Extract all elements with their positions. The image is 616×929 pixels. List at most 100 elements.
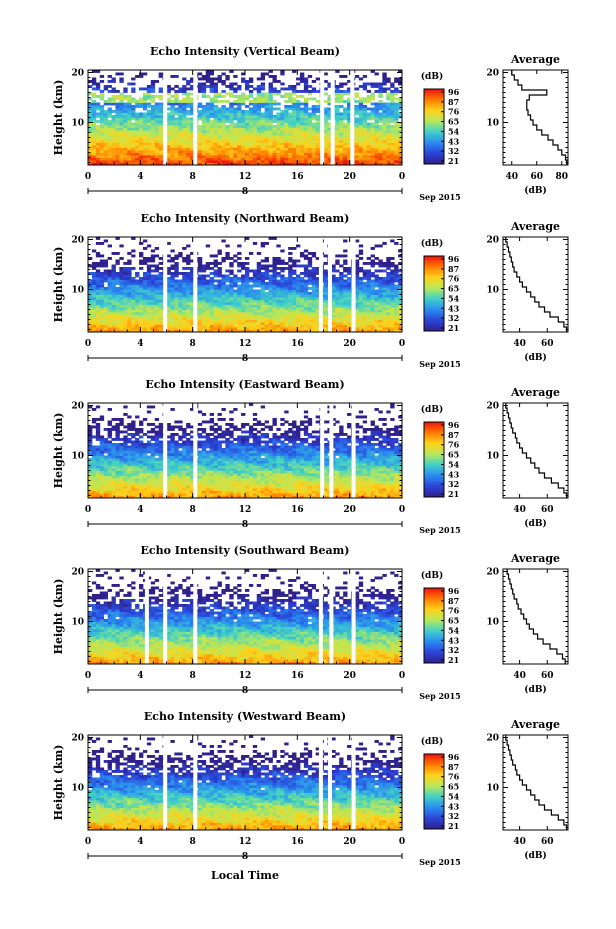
heatmap-cell	[276, 279, 281, 283]
heatmap-cell	[119, 142, 124, 146]
heatmap-cell	[296, 309, 301, 313]
heatmap-cell	[197, 82, 203, 86]
heatmap-cell	[394, 105, 399, 108]
heatmap-cell	[217, 324, 222, 328]
heatmap-cell	[272, 272, 277, 275]
heatmap-cell	[386, 299, 391, 303]
colorbar-segment	[424, 259, 444, 262]
heatmap-cell	[146, 147, 152, 151]
heatmap-cell	[182, 130, 187, 133]
heatmap-cell	[190, 80, 195, 83]
heatmap-cell	[182, 289, 187, 293]
heatmap-cell	[209, 72, 215, 76]
heatmap-cell	[166, 287, 171, 290]
heatmap-cell	[311, 145, 317, 148]
heatmap-cell	[99, 75, 105, 78]
heatmap-cell	[115, 495, 120, 499]
heatmap-cell	[221, 319, 226, 323]
heatmap-cell	[88, 282, 93, 285]
heatmap-cell	[166, 279, 171, 283]
heatmap-cell	[335, 105, 340, 108]
heatmap-cell	[221, 115, 226, 118]
heatmap-cell	[190, 299, 195, 303]
heatmap-cell	[131, 237, 136, 240]
heatmap-cell	[107, 112, 112, 116]
heatmap-cell	[91, 100, 97, 103]
heatmap-cell	[398, 162, 403, 166]
heatmap-cell	[280, 155, 285, 158]
heatmap-cell	[158, 319, 163, 323]
heatmap-cell	[276, 294, 281, 298]
heatmap-cell	[103, 85, 109, 88]
heatmap-cell	[123, 137, 128, 141]
heatmap-cell	[256, 155, 262, 158]
heatmap-cell	[370, 304, 375, 308]
heatmap-cell	[335, 97, 340, 101]
heatmap-cell	[111, 95, 116, 98]
heatmap-cell	[343, 132, 348, 136]
heatmap-cell	[88, 327, 93, 330]
heatmap-cell	[150, 322, 156, 325]
heatmap-cell	[135, 122, 140, 126]
heatmap-cell	[103, 319, 109, 323]
heatmap-cell	[229, 142, 234, 146]
heatmap-cell	[374, 162, 379, 166]
heatmap-cell	[299, 72, 305, 76]
heatmap-cell	[362, 110, 368, 113]
heatmap-cell	[245, 112, 250, 116]
heatmap-cell	[197, 160, 203, 163]
heatmap-cell	[241, 77, 246, 81]
heatmap-cell	[299, 319, 305, 323]
heatmap-cell	[374, 274, 379, 278]
heatmap-cell	[245, 162, 250, 166]
heatmap-cell	[245, 117, 250, 121]
heatmap-cell	[190, 125, 195, 128]
heatmap-cell	[245, 110, 250, 113]
heatmap-cell	[354, 120, 360, 123]
heatmap-cell	[178, 309, 183, 313]
heatmap-cell	[374, 307, 379, 310]
heatmap-cell	[123, 302, 128, 305]
heatmap-cell	[182, 117, 187, 121]
heatmap-cell	[354, 302, 360, 305]
heatmap-cell	[205, 304, 211, 308]
heatmap-cell	[245, 299, 250, 303]
heatmap-cell	[311, 97, 317, 101]
heatmap-cell	[386, 279, 391, 283]
heatmap-cell	[296, 115, 301, 118]
heatmap-cell	[197, 282, 203, 285]
heatmap-cell	[158, 297, 163, 300]
heatmap-cell	[378, 137, 383, 141]
heatmap-cell	[311, 324, 317, 328]
heatmap-cell	[307, 312, 313, 315]
heatmap-cell	[139, 327, 144, 330]
heatmap-cell	[229, 287, 234, 290]
heatmap-cell	[146, 132, 152, 136]
heatmap-cell	[95, 237, 101, 240]
heatmap-cell	[197, 322, 203, 325]
heatmap-cell	[284, 287, 289, 290]
heatmap-cell	[339, 327, 344, 330]
heatmap-cell	[378, 115, 383, 118]
heatmap-cell	[166, 87, 171, 91]
heatmap-cell	[288, 299, 293, 303]
heatmap-cell	[103, 152, 109, 156]
heatmap-cell	[288, 324, 293, 328]
heatmap-cell	[182, 152, 187, 156]
heatmap-cell	[296, 110, 301, 113]
heatmap-cell	[292, 297, 297, 300]
heatmap-cell	[139, 135, 144, 138]
heatmap-cell	[260, 297, 266, 300]
heatmap-cell	[95, 157, 101, 161]
heatmap-cell	[174, 307, 179, 310]
colorbar-segment	[424, 107, 444, 110]
heatmap-cell	[343, 82, 348, 86]
heatmap-cell	[233, 314, 238, 318]
heatmap-cell	[186, 162, 191, 166]
heatmap-cell	[139, 127, 144, 131]
heatmap-cell	[252, 277, 258, 280]
heatmap-cell	[91, 277, 97, 280]
heatmap-cell	[398, 152, 403, 156]
colorbar-segment	[424, 317, 444, 321]
heatmap-cell	[166, 120, 171, 123]
